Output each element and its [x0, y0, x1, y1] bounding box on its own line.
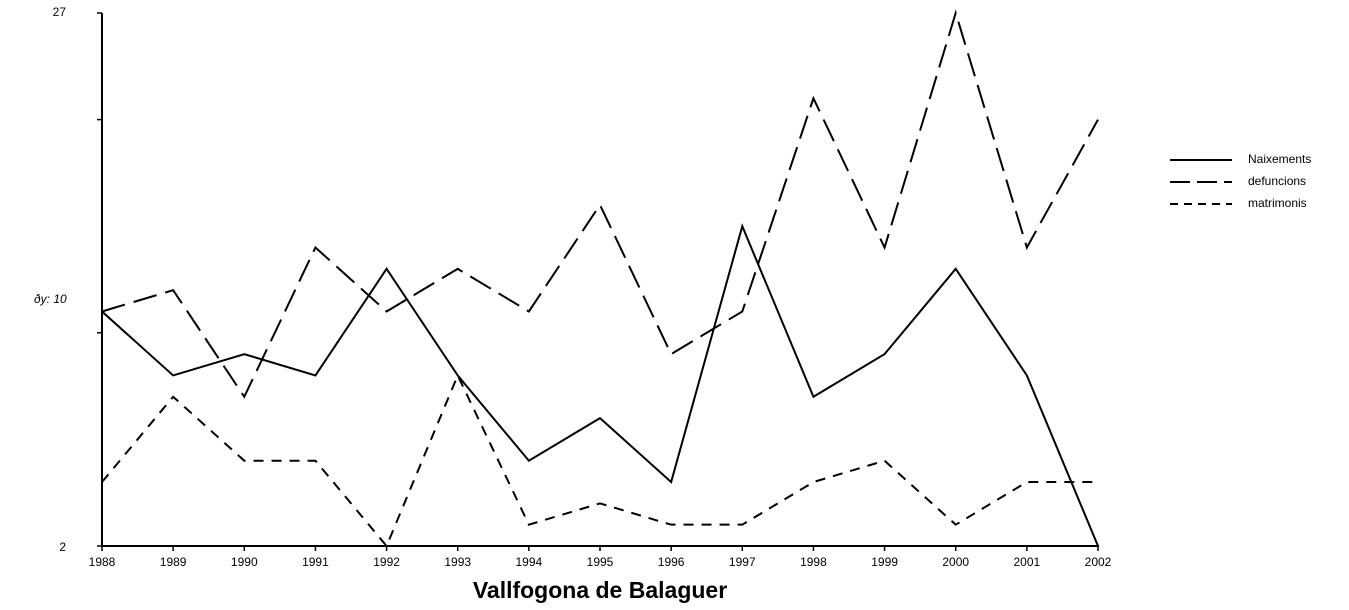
- x-tick-label: 2001: [1014, 555, 1041, 569]
- series-line: [101, 223, 1099, 547]
- x-tick-label: 1996: [658, 555, 685, 569]
- y-tick-label: 27: [53, 5, 67, 19]
- x-tick-label: 2000: [942, 555, 969, 569]
- legend-label: defuncions: [1248, 174, 1306, 188]
- chart-title: Vallfogona de Balaguer: [473, 577, 727, 603]
- x-tick-label: 1999: [871, 555, 898, 569]
- x-tick-label: 1990: [231, 555, 258, 569]
- series-line: [101, 372, 1098, 548]
- x-tick-label: 1989: [160, 555, 187, 569]
- x-tick-label: 2002: [1085, 555, 1112, 569]
- annotation: ðy: 10: [34, 292, 67, 306]
- x-tick-label: 1988: [89, 555, 116, 569]
- legend-label: Naixements: [1248, 152, 1311, 166]
- x-tick-label: 1995: [587, 555, 614, 569]
- x-tick-label: 1997: [729, 555, 756, 569]
- x-tick-label: 1994: [516, 555, 543, 569]
- x-tick-label: 1992: [373, 555, 400, 569]
- x-tick-label: 1993: [444, 555, 471, 569]
- x-tick-label: 1998: [800, 555, 827, 569]
- y-tick-label: 2: [59, 540, 66, 554]
- x-tick-label: 1991: [302, 555, 329, 569]
- legend-label: matrimonis: [1248, 196, 1307, 210]
- series-line: [101, 9, 1099, 399]
